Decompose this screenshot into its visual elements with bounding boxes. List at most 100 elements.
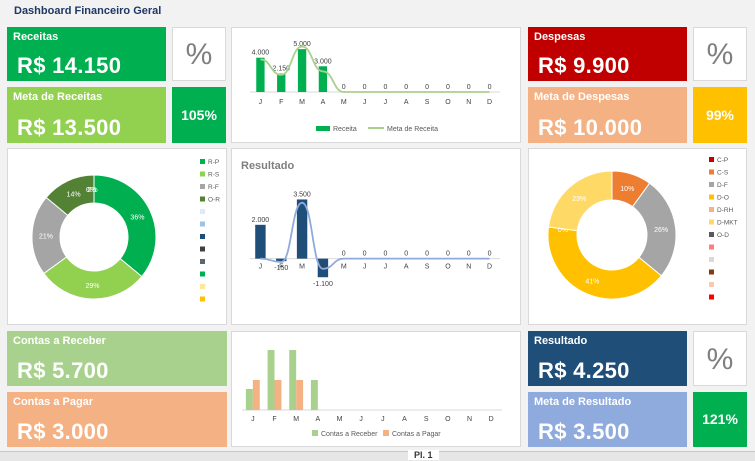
receita-chart-panel[interactable]: 4.000 J 2.150 F 5.000 M 3.000 A 0 M 0 J 0 J 0 A 0 S 0 O 0 N 0 D… bbox=[231, 27, 521, 143]
receita-data-label: 0 bbox=[488, 84, 492, 91]
contas-pagar-tile[interactable]: Contas a Pagar R$ 3.000 bbox=[7, 392, 227, 447]
receita-bar bbox=[256, 57, 265, 92]
legend-contas-receber-swatch bbox=[312, 430, 318, 436]
receita-data-label: 0 bbox=[383, 84, 387, 91]
receitas-donut-legend-swatch bbox=[200, 184, 205, 189]
despesas-donut-legend-swatch bbox=[709, 194, 714, 200]
receitas-donut-legend-swatch bbox=[200, 234, 205, 239]
resultado-bar bbox=[296, 199, 308, 259]
contas-receber-bar bbox=[310, 380, 318, 410]
receitas-donut-slice-label: 14% bbox=[67, 192, 81, 199]
x-tick-label: A bbox=[315, 416, 320, 423]
despesas-donut-legend-swatch bbox=[709, 294, 714, 300]
receitas-label: Receitas bbox=[13, 31, 59, 43]
resultado-data-label: 0 bbox=[467, 251, 471, 258]
legend-receita-label: Receita bbox=[333, 126, 357, 133]
resultado-label: Resultado bbox=[534, 335, 588, 347]
despesas-donut-legend-swatch bbox=[709, 157, 714, 162]
despesas-tile[interactable]: Despesas R$ 9.900 bbox=[528, 27, 687, 81]
x-tick-label: M bbox=[341, 264, 347, 271]
contas-receber-bar bbox=[245, 389, 253, 410]
resultado-tile[interactable]: Resultado R$ 4.250 bbox=[528, 331, 687, 386]
receitas-donut-legend-swatch bbox=[200, 246, 205, 252]
resultado-chart-panel[interactable]: Resultado 2.000 J -150 F 3.500 M -1.100 A 0 M 0 J 0 J 0… bbox=[231, 148, 521, 325]
receitas-donut-slice-label: 0% bbox=[86, 187, 96, 194]
despesas-donut-legend-swatch bbox=[709, 219, 714, 225]
receita-bar bbox=[277, 73, 286, 92]
resultado-data-label: -150 bbox=[274, 265, 288, 272]
resultado-bar bbox=[255, 224, 266, 259]
despesas-donut-legend-swatch bbox=[709, 244, 714, 250]
receita-data-label: 0 bbox=[425, 84, 429, 91]
sheet-tab[interactable]: Pl. 1 bbox=[408, 450, 439, 460]
resultado-data-label: 0 bbox=[383, 251, 387, 258]
despesas-donut-legend-swatch bbox=[709, 232, 714, 237]
receitas-donut-legend-swatch bbox=[200, 159, 205, 164]
x-tick-label: A bbox=[321, 264, 326, 271]
receitas-donut-slice-label: 21% bbox=[39, 233, 53, 240]
contas-receber-value: R$ 5.700 bbox=[17, 358, 109, 383]
receita-chart: 4.000 J 2.150 F 5.000 M 3.000 A 0 M 0 J 0 J 0 A 0 S 0 O 0 N 0 D… bbox=[250, 41, 500, 133]
contas-chart-panel[interactable]: J F M A M J J A S O N D Contas a Receber Contas a Pag… bbox=[231, 331, 521, 447]
despesas-donut-legend-label: D-O bbox=[717, 195, 729, 202]
receitas-donut-legend-label: R-S bbox=[208, 172, 220, 179]
contas-pagar-bar bbox=[252, 380, 260, 410]
legend-receita-swatch bbox=[316, 126, 330, 131]
x-tick-label: J bbox=[384, 264, 388, 271]
x-tick-label: S bbox=[425, 99, 430, 106]
receita-data-label: 5.000 bbox=[293, 41, 311, 48]
despesas-donut-legend-swatch bbox=[709, 169, 714, 175]
x-tick-label: O bbox=[445, 99, 451, 106]
meta-resultado-value: R$ 3.500 bbox=[538, 419, 630, 444]
despesas-donut-slice-label: 26% bbox=[654, 227, 668, 234]
resultado-percent-value: 121% bbox=[693, 392, 747, 447]
meta-resultado-line bbox=[260, 201, 490, 270]
x-tick-label: M bbox=[293, 416, 299, 423]
receita-data-label: 3.000 bbox=[314, 58, 332, 65]
legend-contas-pagar-label: Contas a Pagar bbox=[392, 431, 441, 438]
meta-resultado-tile[interactable]: Meta de Resultado R$ 3.500 bbox=[528, 392, 687, 447]
resultado-data-label: 2.000 bbox=[252, 217, 270, 224]
x-tick-label: J bbox=[359, 416, 363, 423]
x-tick-label: D bbox=[487, 99, 492, 106]
contas-receber-tile[interactable]: Contas a Receber R$ 5.700 bbox=[7, 331, 227, 386]
x-tick-label: O bbox=[445, 416, 451, 423]
x-tick-label: J bbox=[251, 416, 255, 423]
receitas-donut-legend-swatch bbox=[200, 196, 205, 202]
x-tick-label: D bbox=[489, 416, 494, 423]
x-tick-label: A bbox=[402, 416, 407, 423]
meta-despesas-tile[interactable]: Meta de Despesas R$ 10.000 bbox=[528, 87, 687, 143]
receitas-donut-slice bbox=[43, 256, 143, 300]
despesas-percent-symbol: % bbox=[693, 27, 747, 81]
receitas-percent-value: 105% bbox=[172, 87, 226, 143]
receitas-donut-legend-label: R-F bbox=[208, 184, 219, 191]
meta-receita-line bbox=[260, 45, 490, 93]
sheet-tab-bar: Pl. 1 bbox=[0, 450, 755, 461]
legend-meta-receita-label: Meta de Receita bbox=[387, 126, 438, 133]
resultado-data-label: -1.100 bbox=[313, 281, 333, 288]
meta-receitas-tile[interactable]: Meta de Receitas R$ 13.500 bbox=[7, 87, 166, 143]
x-tick-label: M bbox=[341, 99, 347, 106]
receita-data-label: 0 bbox=[467, 84, 471, 91]
contas-receber-bar bbox=[267, 350, 275, 410]
contas-chart: J F M A M J J A S O N D Contas a Receber Contas a Pag… bbox=[242, 350, 502, 438]
receitas-donut-legend-swatch bbox=[200, 271, 205, 277]
legend-contas-receber-label: Contas a Receber bbox=[321, 431, 378, 438]
receitas-donut-legend-swatch bbox=[200, 259, 205, 264]
meta-receitas-value: R$ 13.500 bbox=[17, 115, 122, 140]
contas-pagar-bar bbox=[274, 380, 282, 410]
receitas-tile[interactable]: Receitas R$ 14.150 bbox=[7, 27, 166, 81]
resultado-data-label: 0 bbox=[404, 251, 408, 258]
despesas-donut-legend-swatch bbox=[709, 182, 714, 187]
x-tick-label: M bbox=[337, 416, 343, 423]
x-tick-label: J bbox=[363, 264, 367, 271]
x-tick-label: F bbox=[279, 264, 283, 271]
resultado-chart-title: Resultado bbox=[241, 160, 294, 172]
receitas-donut-panel[interactable]: 36% 29% 21% 14% 0% 0% R-P R-S R-F O-R bbox=[7, 148, 227, 325]
resultado-data-label: 3.500 bbox=[293, 191, 311, 198]
x-tick-label: A bbox=[321, 99, 326, 106]
resultado-data-label: 0 bbox=[425, 251, 429, 258]
despesas-donut-legend-swatch bbox=[709, 207, 714, 212]
